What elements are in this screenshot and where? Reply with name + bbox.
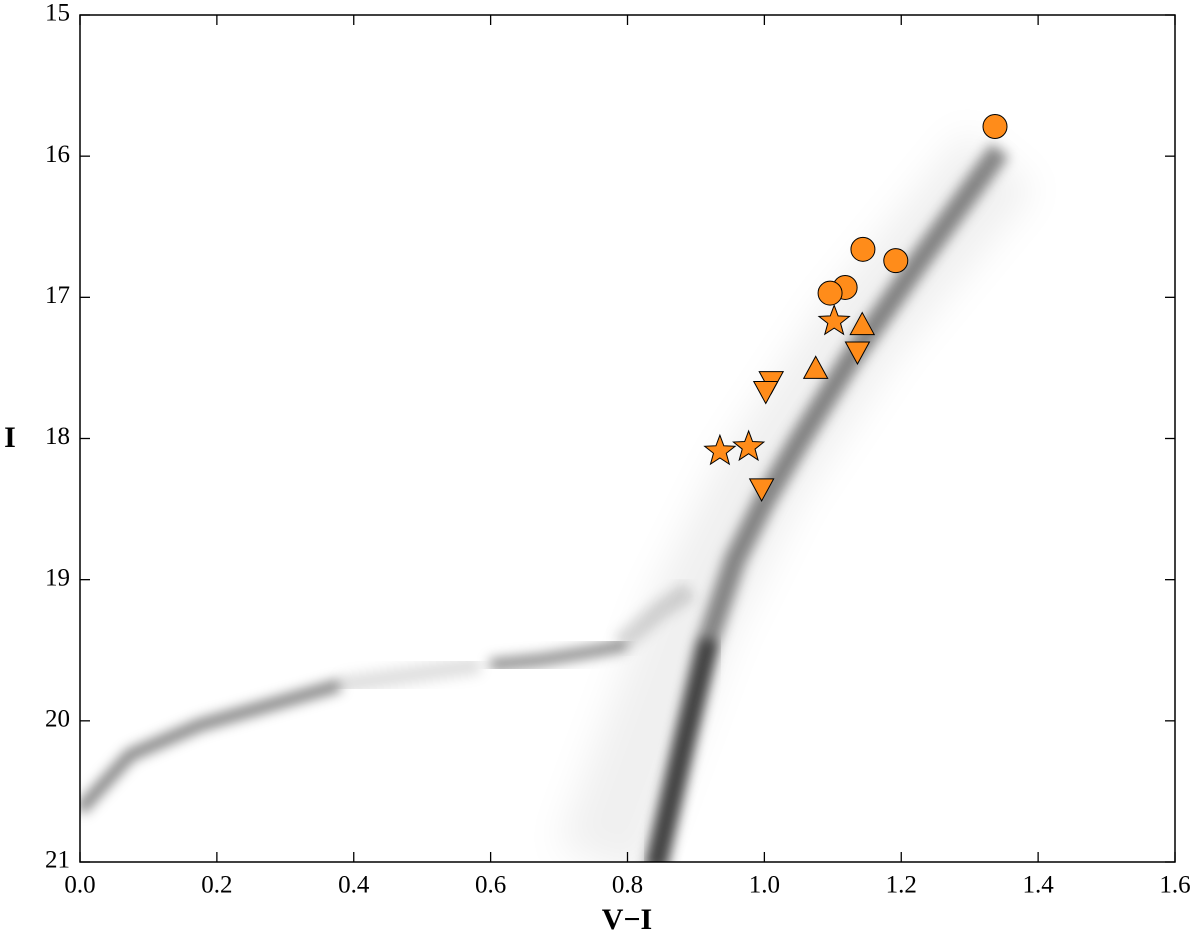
y-tick-label: 21: [45, 847, 70, 874]
marker-triangle-down: [844, 341, 871, 366]
x-tick-label: 1.2: [886, 872, 917, 899]
marker-triangle-down: [748, 478, 775, 502]
marker-triangle-up: [849, 311, 876, 336]
x-tick-label: 0.8: [612, 872, 643, 899]
x-tick-label: 1.0: [749, 872, 780, 899]
marker-circle: [982, 114, 1008, 140]
y-tick-label: 18: [45, 423, 70, 450]
y-axis-label: I: [4, 421, 16, 454]
x-tick-label: 1.6: [1159, 872, 1190, 899]
marker-star: [817, 303, 851, 336]
y-tick-label: 19: [45, 564, 70, 591]
x-tick-label: 0.0: [64, 872, 95, 899]
x-axis-label: V−I: [602, 903, 652, 936]
marker-star: [732, 429, 766, 462]
marker-circle: [817, 280, 843, 306]
x-tick-label: 1.4: [1023, 872, 1055, 899]
y-tick-label: 15: [45, 0, 70, 27]
marker-triangle-down: [752, 381, 779, 405]
marker-circle: [850, 236, 876, 262]
y-tick-label: 20: [45, 706, 70, 733]
marker-star: [703, 433, 737, 466]
x-tick-label: 0.6: [475, 872, 506, 899]
x-tick-label: 0.4: [338, 872, 370, 899]
y-tick-label: 16: [45, 141, 70, 168]
marker-circle: [883, 248, 909, 274]
x-tick-label: 0.2: [201, 872, 232, 899]
y-tick-label: 17: [45, 282, 70, 309]
marker-triangle-up: [802, 355, 829, 379]
